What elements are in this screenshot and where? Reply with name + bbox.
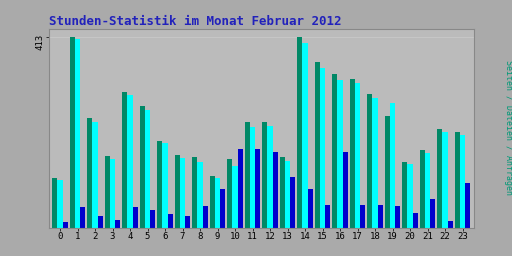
Bar: [320, 68, 325, 228]
Bar: [255, 149, 261, 228]
Bar: [227, 159, 232, 228]
Bar: [110, 159, 115, 228]
Bar: [408, 164, 413, 228]
Bar: [425, 153, 430, 228]
Bar: [167, 214, 173, 228]
Bar: [337, 80, 343, 228]
Bar: [127, 95, 133, 228]
Bar: [232, 166, 238, 228]
Bar: [262, 122, 267, 228]
Bar: [104, 156, 110, 228]
Bar: [98, 216, 103, 228]
Bar: [203, 206, 208, 228]
Bar: [52, 178, 57, 228]
Bar: [57, 180, 62, 228]
Bar: [122, 92, 127, 228]
Bar: [372, 99, 378, 228]
Bar: [220, 189, 225, 228]
Bar: [447, 221, 453, 228]
Bar: [273, 152, 278, 228]
Bar: [145, 110, 150, 228]
Bar: [290, 177, 295, 228]
Bar: [140, 106, 145, 228]
Bar: [355, 83, 360, 228]
Bar: [215, 178, 220, 228]
Bar: [267, 126, 273, 228]
Bar: [185, 216, 190, 228]
Bar: [465, 183, 471, 228]
Bar: [150, 210, 156, 228]
Bar: [115, 219, 120, 228]
Bar: [367, 94, 372, 228]
Bar: [395, 206, 400, 228]
Bar: [175, 155, 180, 228]
Bar: [315, 62, 320, 228]
Bar: [350, 79, 355, 228]
Bar: [455, 132, 460, 228]
Bar: [238, 149, 243, 228]
Bar: [390, 103, 395, 228]
Bar: [360, 205, 366, 228]
Bar: [343, 152, 348, 228]
Bar: [157, 141, 162, 228]
Bar: [250, 127, 255, 228]
Bar: [413, 213, 418, 228]
Bar: [210, 176, 215, 228]
Bar: [437, 130, 442, 228]
Bar: [70, 37, 75, 228]
Bar: [303, 43, 308, 228]
Bar: [385, 115, 390, 228]
Bar: [133, 207, 138, 228]
Bar: [280, 157, 285, 228]
Bar: [62, 222, 68, 228]
Bar: [402, 162, 408, 228]
Text: Stunden-Statistik im Monat Februar 2012: Stunden-Statistik im Monat Februar 2012: [49, 15, 341, 28]
Bar: [297, 37, 303, 228]
Bar: [378, 205, 383, 228]
Bar: [325, 205, 330, 228]
Bar: [92, 122, 98, 228]
Text: Seiten / Dateien / Anfragen: Seiten / Dateien / Anfragen: [504, 60, 512, 196]
Bar: [180, 158, 185, 228]
Bar: [308, 189, 313, 228]
Bar: [285, 161, 290, 228]
Bar: [87, 118, 92, 228]
Bar: [80, 207, 86, 228]
Bar: [192, 157, 198, 228]
Bar: [442, 132, 447, 228]
Bar: [460, 134, 465, 228]
Bar: [245, 122, 250, 228]
Bar: [430, 199, 435, 228]
Bar: [420, 150, 425, 228]
Bar: [75, 39, 80, 228]
Bar: [198, 162, 203, 228]
Bar: [332, 74, 337, 228]
Bar: [162, 143, 167, 228]
